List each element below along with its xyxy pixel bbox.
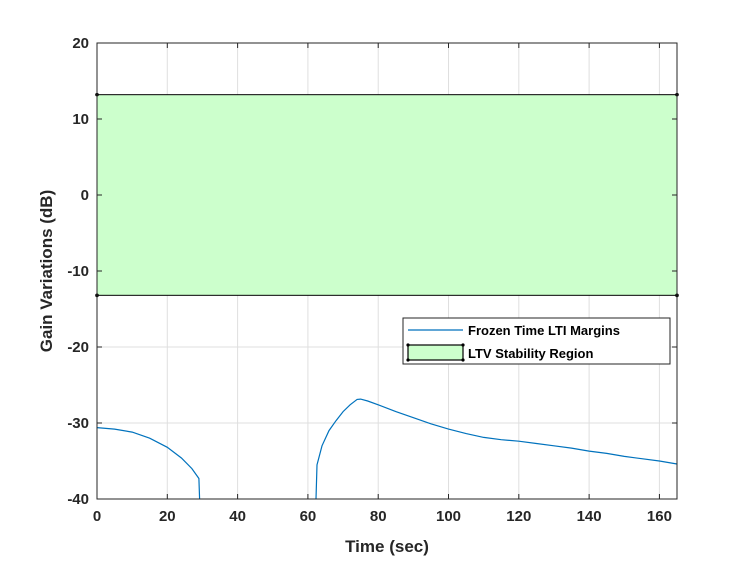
legend-corner-marker — [406, 343, 410, 347]
series-layer — [96, 398, 678, 500]
y-tick-label: 10 — [72, 111, 89, 128]
legend-corner-marker — [461, 358, 465, 362]
legend-corner-marker — [406, 358, 410, 362]
legend-swatch-ltv-region — [407, 344, 464, 361]
stability-region-layer — [95, 92, 679, 298]
y-tick-label: -20 — [67, 339, 89, 356]
stability-region — [96, 94, 678, 296]
x-tick-label: 20 — [159, 508, 176, 525]
x-axis-label: Time (sec) — [345, 537, 429, 556]
y-axis-label: Gain Variations (dB) — [37, 190, 56, 352]
x-tick-label: 0 — [93, 508, 101, 525]
y-tick-label: 0 — [81, 187, 89, 204]
y-tick-label: -10 — [67, 263, 89, 280]
legend-label-ltv-region: LTV Stability Region — [468, 346, 593, 361]
x-tick-label: 80 — [370, 508, 387, 525]
y-tick-label: -30 — [67, 415, 89, 432]
legend-label-frozen-time: Frozen Time LTI Margins — [468, 323, 620, 338]
series-line-frozen-time — [96, 427, 201, 500]
legend-corner-marker — [461, 343, 465, 347]
legend: Frozen Time LTI Margins LTV Stability Re… — [402, 317, 671, 365]
x-tick-label: 160 — [647, 508, 672, 525]
x-tick-label: 140 — [577, 508, 602, 525]
series-line-frozen-time — [315, 398, 678, 500]
x-tick-label: 60 — [300, 508, 317, 525]
y-tick-label: 20 — [72, 35, 89, 52]
x-tick-label: 120 — [506, 508, 531, 525]
ticks: 0 20 40 60 80 100 120 140 160 -40 -30 -20 -10 0 10 20 — [67, 35, 677, 525]
x-tick-label: 40 — [229, 508, 246, 525]
x-tick-label: 100 — [436, 508, 461, 525]
y-tick-label: -40 — [67, 491, 89, 508]
